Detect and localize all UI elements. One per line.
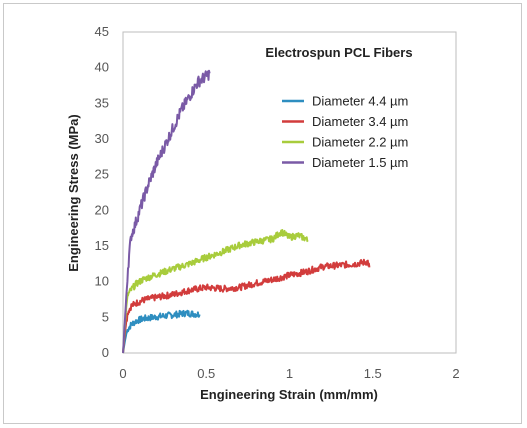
series-layer [122, 69, 371, 354]
series-line [122, 258, 371, 354]
series-line [122, 229, 309, 354]
x-axis-title: Engineering Strain (mm/mm) [200, 387, 378, 402]
legend: Diameter 4.4 µm Diameter 3.4 µm Diameter 2… [282, 94, 408, 170]
y-tick-label: 5 [102, 309, 109, 324]
y-tick-label: 45 [95, 24, 109, 39]
legend-label: Diameter 4.4 µm [312, 94, 408, 109]
x-axis-tick-labels: 0 0.5 1 1.5 2 [119, 366, 459, 381]
y-tick-label: 25 [95, 167, 109, 182]
y-tick-label: 0 [102, 345, 109, 360]
legend-label: Diameter 3.4 µm [312, 114, 408, 129]
plot-area [122, 31, 457, 354]
y-axis-title: Engineering Stress (MPa) [66, 114, 81, 271]
y-tick-label: 20 [95, 202, 109, 217]
y-axis-tick-labels: 0 5 10 15 20 25 30 35 40 45 [95, 24, 109, 360]
y-tick-label: 15 [95, 238, 109, 253]
x-tick-label: 2 [452, 366, 459, 381]
series-line [122, 69, 211, 354]
x-tick-label: 0 [119, 366, 126, 381]
x-tick-label: 1.5 [364, 366, 382, 381]
series-line [122, 309, 201, 354]
chart-title: Electrospun PCL Fibers [265, 45, 412, 60]
x-tick-label: 0.5 [197, 366, 215, 381]
y-tick-label: 10 [95, 274, 109, 289]
legend-label: Diameter 1.5 µm [312, 155, 408, 170]
legend-label: Diameter 2.2 µm [312, 135, 408, 150]
y-tick-label: 40 [95, 60, 109, 75]
y-tick-label: 30 [95, 131, 109, 146]
x-tick-label: 1 [286, 366, 293, 381]
y-tick-label: 35 [95, 95, 109, 110]
